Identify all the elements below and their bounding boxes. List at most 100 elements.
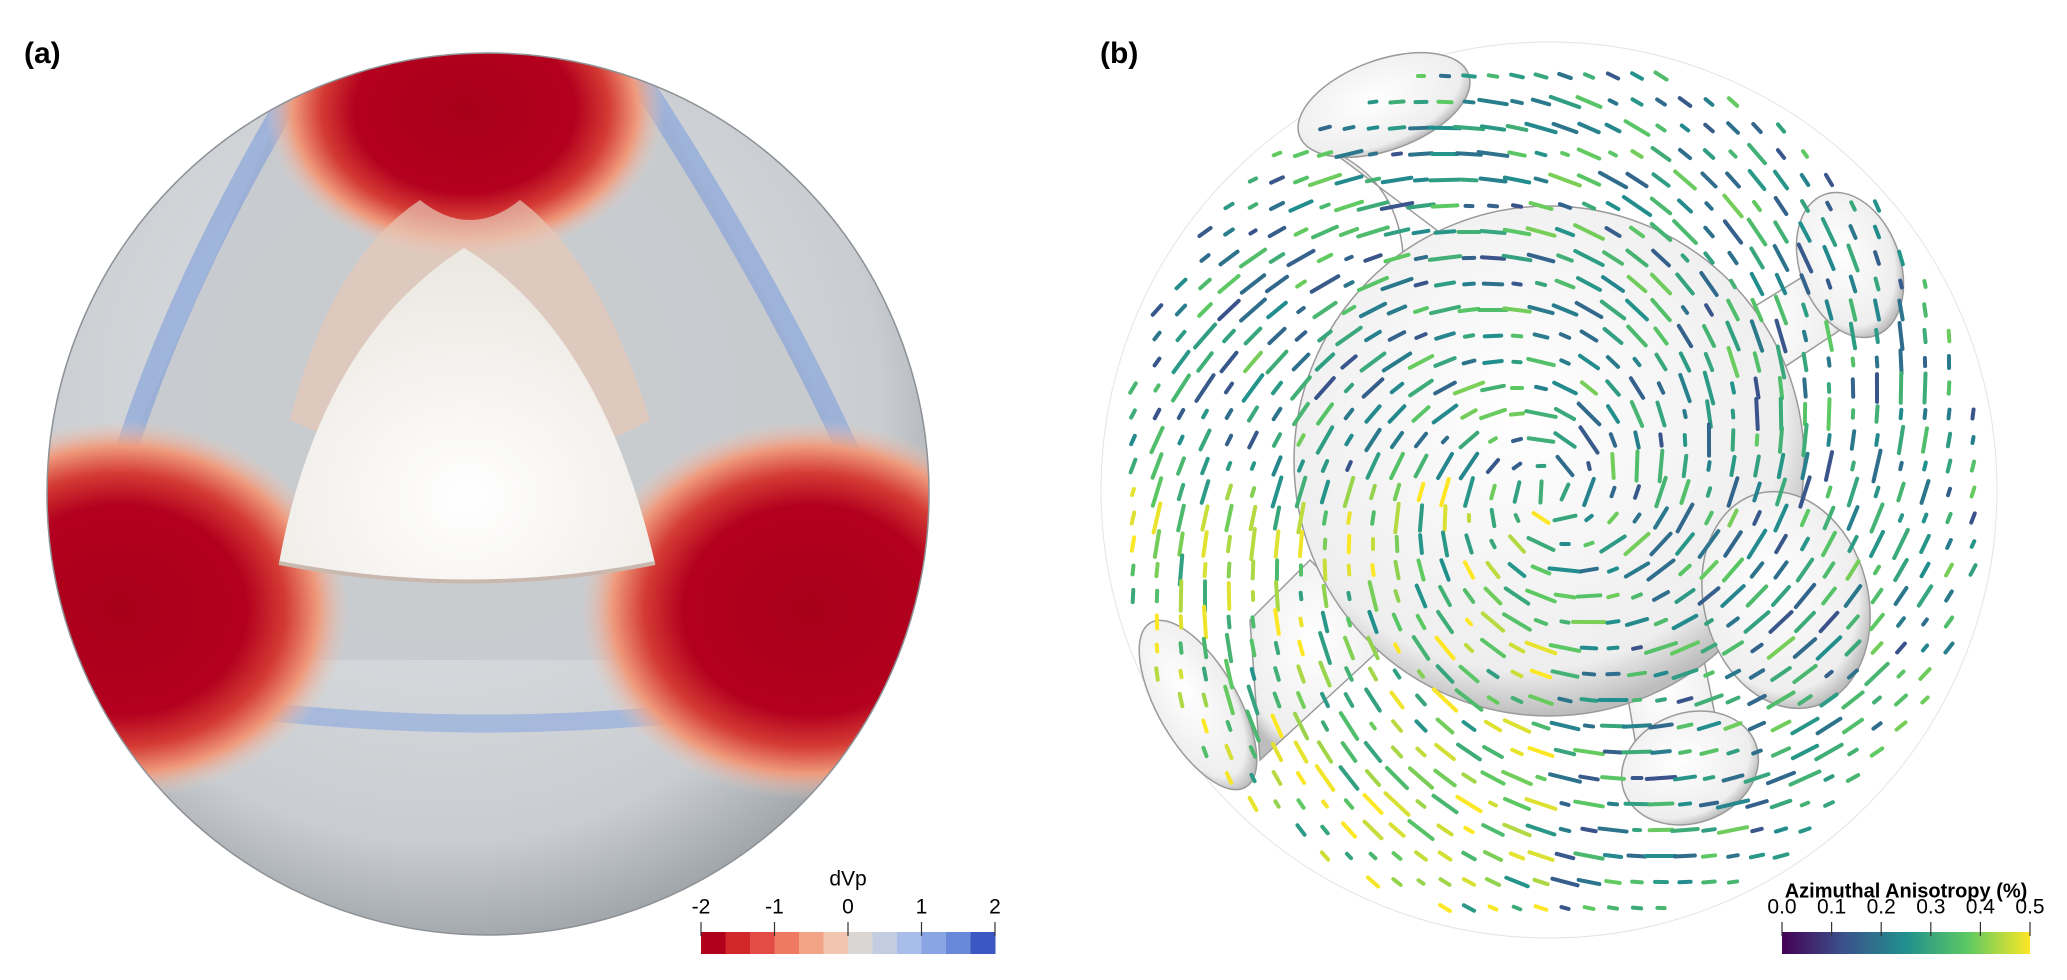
anisotropy-stick [1464, 533, 1474, 555]
anisotropy-stick [1463, 825, 1475, 835]
anisotropy-stick [1437, 850, 1453, 862]
anisotropy-stick [1391, 719, 1403, 733]
anisotropy-stick [1370, 510, 1376, 526]
anisotropy-stick [1176, 407, 1186, 421]
anisotropy-stick [1177, 691, 1185, 709]
anisotropy-stick [1334, 148, 1364, 160]
anisotropy-stick [1461, 73, 1477, 79]
anisotropy-stick [1503, 586, 1531, 606]
anisotropy-stick [1916, 584, 1934, 608]
anisotropy-stick [1411, 405, 1431, 423]
anisotropy-stick [1461, 772, 1477, 784]
colorbar-tick-label: 0 [842, 896, 854, 919]
anisotropy-stick [1777, 376, 1785, 400]
anisotropy-stick [1651, 172, 1671, 188]
anisotropy-stick [1526, 436, 1556, 444]
anisotropy-stick [1752, 351, 1762, 373]
anisotropy-stick [1241, 373, 1265, 403]
anisotropy-stick [1922, 371, 1928, 405]
anisotropy-stick [1549, 720, 1581, 732]
anisotropy-stick [1526, 536, 1556, 552]
anisotropy-stick [1649, 222, 1673, 242]
anisotropy-stick [1533, 618, 1549, 626]
anisotropy-stick [1248, 504, 1258, 532]
colorbar: dVp -2 -1 0 1 2 [692, 868, 1001, 954]
anisotropy-stick [1893, 585, 1909, 607]
anisotropy-stick [1874, 355, 1880, 369]
anisotropy-stick [1754, 396, 1760, 432]
anisotropy-stick [1296, 798, 1306, 810]
anisotropy-stick [1893, 693, 1909, 707]
anisotropy-stick [1249, 486, 1257, 498]
anisotropy-stick [1675, 272, 1695, 296]
anisotropy-stick [1946, 380, 1952, 396]
anisotropy-stick [1629, 400, 1645, 428]
anisotropy-stick [1436, 823, 1454, 837]
anisotropy-stick [1815, 716, 1843, 736]
anisotropy-stick [1322, 510, 1328, 526]
anisotropy-stick [1387, 125, 1407, 131]
anisotropy-stick [1534, 150, 1548, 158]
anisotropy-stick [1201, 692, 1209, 708]
anisotropy-stick [1434, 280, 1456, 288]
anisotropy-stick [1489, 538, 1497, 550]
anisotropy-stick [1771, 585, 1791, 607]
anisotropy-stick [1413, 254, 1429, 262]
anisotropy-stick [1392, 482, 1402, 502]
anisotropy-stick [1703, 122, 1715, 134]
anisotropy-stick [1532, 877, 1550, 887]
anisotropy-stick [1198, 277, 1212, 291]
anisotropy-stick [1726, 616, 1740, 628]
anisotropy-stick [1677, 147, 1693, 161]
anisotropy-stick [1153, 383, 1161, 393]
anisotropy-stick [1728, 149, 1738, 159]
anisotropy-stick [1606, 801, 1620, 807]
anisotropy-stick [1609, 485, 1617, 499]
anisotropy-stick [1526, 252, 1556, 264]
anisotropy-stick [1335, 325, 1363, 347]
anisotropy-stick [1703, 251, 1715, 265]
anisotropy-stick [1384, 765, 1410, 791]
anisotropy-stick [1864, 661, 1890, 687]
anisotropy-stick [1770, 746, 1792, 758]
anisotropy-stick [1869, 612, 1885, 632]
anisotropy-stick [1415, 693, 1427, 707]
anisotropy-stick [1297, 529, 1305, 559]
anisotropy-stick [1197, 302, 1213, 318]
anisotropy-stick [1775, 148, 1787, 160]
anisotropy-stick [1364, 329, 1382, 343]
anisotropy-stick [1788, 769, 1822, 787]
anisotropy-stick [1677, 96, 1693, 108]
anisotropy-stick [1747, 693, 1767, 707]
anisotropy-stick [1320, 610, 1330, 634]
anisotropy-stick [1773, 220, 1789, 244]
anisotropy-stick [1723, 721, 1743, 731]
anisotropy-stick [1727, 250, 1739, 266]
anisotropy-stick [1362, 793, 1384, 815]
anisotropy-stick [1269, 175, 1285, 185]
anisotropy-stick [1847, 747, 1859, 757]
anisotropy-stick [1798, 826, 1812, 834]
anisotropy-stick [1602, 852, 1624, 860]
anisotropy-stick [1388, 822, 1406, 838]
anisotropy-stick [1201, 745, 1209, 759]
anisotropy-stick [1548, 772, 1582, 784]
anisotropy-stick [1798, 221, 1812, 243]
anisotropy-stick [1848, 224, 1858, 240]
anisotropy-stick [1343, 692, 1355, 708]
anisotropy-stick [1431, 793, 1459, 815]
anisotropy-stick [1630, 879, 1644, 885]
anisotropy-stick [1970, 435, 1976, 445]
anisotropy-stick [1675, 532, 1695, 556]
colorbar-swatch [970, 932, 996, 954]
anisotropy-stick [1697, 586, 1721, 606]
anisotropy-stick [1801, 329, 1809, 343]
anisotropy-stick [1130, 563, 1136, 577]
anisotropy-stick [1314, 764, 1336, 792]
anisotropy-stick [1201, 530, 1209, 558]
anisotropy-stick [1946, 486, 1952, 498]
anisotropy-stick [1510, 669, 1524, 679]
anisotropy-stick [1343, 382, 1355, 394]
anisotropy-stick [1873, 250, 1881, 266]
anisotropy-stick [1576, 173, 1602, 187]
